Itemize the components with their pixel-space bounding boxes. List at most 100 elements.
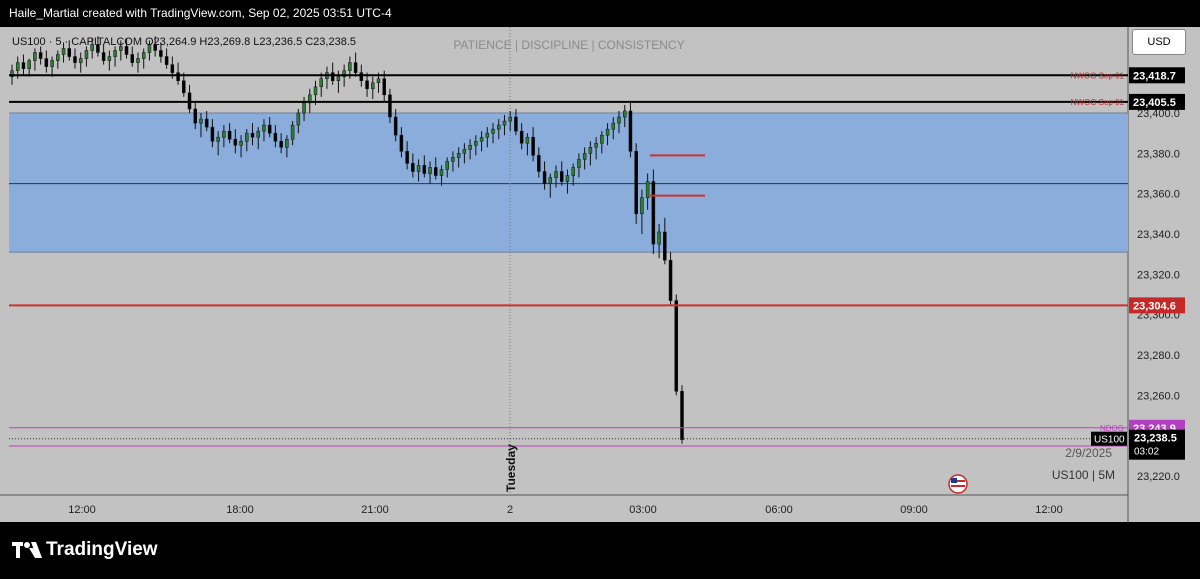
candle-body bbox=[474, 140, 478, 146]
candle-body bbox=[600, 134, 604, 144]
candle-body bbox=[434, 167, 438, 176]
candle-body bbox=[267, 124, 272, 134]
instrument-label: US100 | 5M bbox=[1052, 468, 1115, 482]
y-tick-label: 23,340.0 bbox=[1137, 229, 1180, 241]
candle-body bbox=[27, 60, 31, 69]
candle-body bbox=[531, 136, 535, 156]
candle-body bbox=[319, 78, 323, 88]
candle-body bbox=[73, 56, 77, 63]
candle-body bbox=[78, 58, 83, 63]
attribution-text: Haile_Martial created with TradingView.c… bbox=[9, 6, 392, 20]
candle-body bbox=[193, 108, 197, 124]
candle-body bbox=[559, 171, 564, 182]
candle-body bbox=[422, 165, 427, 174]
y-tick-label: 23,360.0 bbox=[1137, 189, 1180, 201]
level-price-tag bbox=[1129, 297, 1185, 314]
candle-body bbox=[119, 46, 123, 51]
legend-symbol: US100 · 5 · CAPITALCOM bbox=[12, 36, 142, 48]
candle-body bbox=[577, 159, 581, 168]
candle-body bbox=[634, 151, 638, 215]
candle-body bbox=[525, 136, 530, 144]
candle-body bbox=[199, 118, 203, 124]
y-tick-label: 23,400.0 bbox=[1137, 108, 1180, 120]
candle-body bbox=[124, 46, 129, 55]
candle-body bbox=[416, 165, 421, 172]
candle-body bbox=[204, 118, 209, 128]
candle-body bbox=[657, 231, 661, 245]
x-tick-label: 06:00 bbox=[765, 504, 793, 516]
price-chart[interactable]: 23,400.0 23,380.0 23,360.0 23,340.0 23,320.0… bbox=[0, 27, 1200, 522]
us-flag-icon[interactable] bbox=[948, 474, 968, 494]
candle-body bbox=[680, 391, 684, 440]
candle-body bbox=[651, 181, 656, 245]
candle-body bbox=[15, 62, 20, 71]
candle-body bbox=[61, 48, 66, 55]
candle-body bbox=[285, 138, 289, 148]
candle-body bbox=[153, 44, 157, 51]
candle-body bbox=[296, 112, 301, 126]
candle-body bbox=[227, 130, 232, 140]
us-flag-stripe bbox=[951, 485, 965, 487]
currency-button[interactable]: USD bbox=[1132, 29, 1186, 55]
candle-body bbox=[605, 128, 610, 136]
candle-body bbox=[216, 136, 220, 142]
x-tick-label: 2 bbox=[507, 504, 513, 516]
candle-body bbox=[330, 72, 335, 81]
candle-body bbox=[273, 132, 278, 142]
candle-body bbox=[90, 44, 94, 51]
candle-body bbox=[645, 181, 650, 198]
candle-body bbox=[101, 52, 106, 61]
candle-body bbox=[537, 155, 541, 172]
candle-body bbox=[313, 86, 318, 96]
last-price-label: 23,238.5 bbox=[1134, 433, 1177, 445]
candle-body bbox=[617, 116, 621, 124]
candle-body bbox=[21, 62, 26, 69]
candle-body bbox=[365, 80, 369, 90]
candle-body bbox=[38, 52, 43, 59]
candle-body bbox=[502, 120, 507, 126]
candle-body bbox=[582, 153, 587, 160]
candle-body bbox=[182, 80, 186, 94]
candle-body bbox=[130, 54, 135, 63]
candle-body bbox=[611, 122, 616, 130]
us-flag-canton bbox=[951, 478, 957, 483]
candle-body bbox=[479, 136, 484, 142]
candle-body bbox=[239, 140, 243, 146]
candle-body bbox=[44, 58, 49, 67]
level-name-label: NDOG bbox=[1100, 424, 1124, 433]
candle-body bbox=[170, 64, 175, 73]
candle-body bbox=[308, 94, 312, 104]
demand-zone bbox=[9, 113, 1128, 253]
symbol-tag-label: US100 bbox=[1094, 435, 1125, 446]
candle-body bbox=[485, 132, 490, 138]
candle-body bbox=[382, 78, 386, 96]
candle-body bbox=[588, 147, 593, 154]
y-tick-label: 23,260.0 bbox=[1137, 390, 1180, 402]
candle-body bbox=[411, 163, 415, 172]
tradingview-brand: TradingView bbox=[46, 539, 158, 560]
candle-body bbox=[393, 116, 398, 136]
watermark-text: PATIENCE | DISCIPLINE | CONSISTENCY bbox=[453, 38, 684, 52]
candle-body bbox=[451, 157, 455, 162]
x-tick-label: 12:00 bbox=[1035, 504, 1063, 516]
candle-body bbox=[542, 171, 547, 184]
tradingview-logo-icon bbox=[12, 542, 42, 558]
candle-body bbox=[674, 300, 679, 392]
candle-body bbox=[342, 70, 346, 77]
x-tick-label: 12:00 bbox=[68, 504, 96, 516]
candle-body bbox=[136, 58, 140, 63]
candle-body bbox=[565, 175, 570, 182]
candle-body bbox=[628, 110, 633, 152]
level-name-label: NWOG Sep 01 bbox=[1071, 71, 1125, 80]
candle-body bbox=[176, 72, 180, 81]
candle-body bbox=[668, 259, 673, 301]
level-price-tag bbox=[1129, 67, 1185, 84]
attribution-bar: Haile_Martial created with TradingView.c… bbox=[0, 0, 1200, 27]
candle-body bbox=[663, 231, 667, 261]
x-tick-label: 18:00 bbox=[226, 504, 254, 516]
session-marker-label: Tuesday bbox=[504, 444, 518, 492]
legend-ohlc: O23,264.9 H23,269.8 L23,236.5 C23,238.5 bbox=[145, 36, 356, 48]
candle-body bbox=[554, 171, 558, 178]
candle-body bbox=[508, 116, 512, 122]
bar-countdown: 03:02 bbox=[1134, 447, 1159, 458]
